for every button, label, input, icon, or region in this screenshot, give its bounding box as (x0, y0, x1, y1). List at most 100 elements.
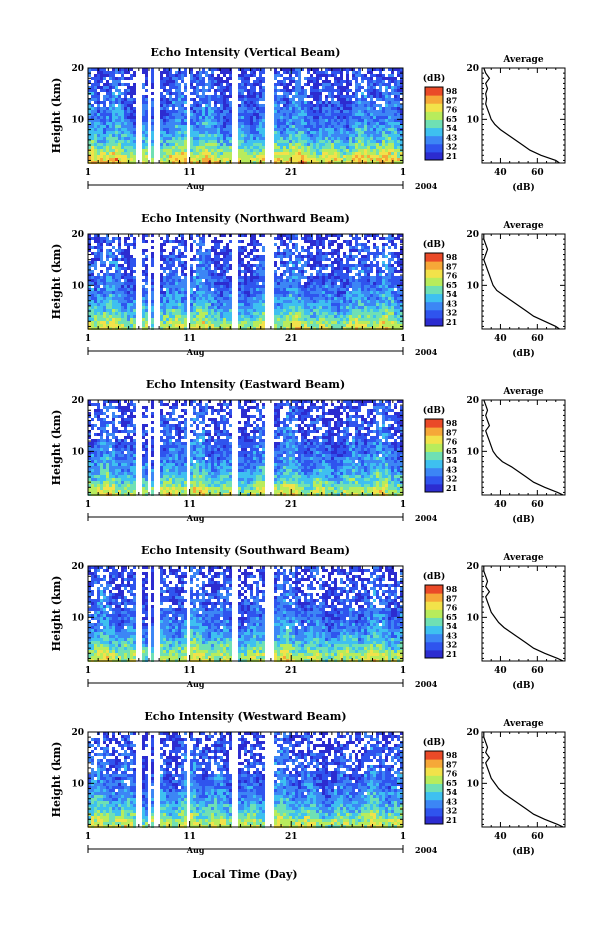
x-tick-label: 21 (285, 334, 298, 344)
colorbar-swatch (425, 293, 443, 303)
colorbar-swatch (425, 317, 443, 327)
colorbar-swatch (425, 775, 443, 784)
plot-frame (87, 233, 404, 330)
colorbar-swatch (425, 633, 443, 643)
colorbar-swatch (425, 261, 443, 270)
y-tick-label: 20 (71, 562, 84, 572)
colorbar-tick-label: 76 (446, 437, 458, 447)
avg-y-tick-label: 20 (466, 230, 479, 240)
y-tick-label: 20 (71, 396, 84, 406)
y-tick-label: 20 (71, 728, 84, 738)
colorbar-tick-label: 43 (446, 298, 458, 308)
avg-x-label: (dB) (512, 680, 534, 691)
avg-x-tick-label: 60 (531, 500, 544, 510)
colorbar-tick-label: 76 (446, 603, 458, 613)
colorbar-swatch (425, 151, 443, 161)
colorbar-swatch (425, 799, 443, 809)
x-tick-label: 11 (183, 334, 196, 344)
colorbar-tick-label: 98 (446, 252, 458, 262)
colorbar-label: (dB) (423, 737, 445, 748)
panel-4: Echo Intensity (Southward Beam)1 11 21 1Aug… (50, 544, 566, 691)
x-tick-label: 1 (85, 334, 91, 344)
x-tick-label: 11 (183, 832, 196, 842)
colorbar-frame (424, 86, 444, 161)
colorbar-swatch (425, 285, 443, 295)
y-tick-label: 20 (71, 230, 84, 240)
heatmap-field (88, 68, 403, 164)
y-tick-label: 10 (71, 613, 84, 623)
avg-y-tick-label: 10 (466, 779, 479, 789)
x-tick-label: 11 (183, 500, 196, 510)
colorbar-swatch (425, 135, 443, 145)
colorbar-tick-label: 32 (446, 142, 457, 152)
colorbar-swatch (425, 459, 443, 469)
x-tick-label: 1 (400, 168, 406, 178)
colorbar-tick-label: 98 (446, 584, 458, 594)
y-axis-label: Height (km) (50, 410, 63, 486)
colorbar-swatch (425, 87, 443, 96)
avg-y-tick-label: 20 (466, 396, 479, 406)
y-tick-label: 10 (71, 447, 84, 457)
y-tick-label: 10 (71, 779, 84, 789)
colorbar-swatch (425, 601, 443, 610)
colorbar-tick-label: 87 (446, 759, 457, 769)
x-tick-label: 1 (400, 500, 406, 510)
colorbar-tick-label: 32 (446, 640, 457, 650)
x-tick-label: 1 (400, 832, 406, 842)
plot-frame (87, 399, 404, 496)
colorbar-swatch (425, 427, 443, 436)
colorbar-tick-label: 54 (446, 787, 458, 797)
colorbar-swatch (425, 467, 443, 477)
colorbar-swatch (425, 119, 443, 129)
colorbar-swatch (425, 435, 443, 444)
colorbar-swatch (425, 807, 443, 817)
colorbar-tick-label: 65 (446, 612, 457, 622)
colorbar-tick-label: 98 (446, 86, 458, 96)
colorbar-tick-label: 32 (446, 474, 457, 484)
x-tick-label: 21 (285, 168, 298, 178)
avg-x-tick-label: 40 (494, 334, 507, 344)
x-tick-label: 1 (400, 334, 406, 344)
colorbar-frame (424, 252, 444, 327)
plot-frame (87, 731, 404, 828)
colorbar-tick-label: 43 (446, 464, 458, 474)
colorbar-tick-label: 54 (446, 621, 458, 631)
x-month-label: Aug (186, 347, 205, 357)
colorbar-tick-label: 76 (446, 271, 458, 281)
colorbar-tick-label: 65 (446, 114, 457, 124)
colorbar-tick-label: 76 (446, 105, 458, 115)
colorbar-swatch (425, 585, 443, 594)
panel-title: Echo Intensity (Northward Beam) (141, 212, 350, 225)
colorbar-tick-label: 65 (446, 778, 457, 788)
y-tick-label: 10 (71, 281, 84, 291)
avg-title: Average (502, 221, 543, 231)
avg-frame (481, 731, 566, 828)
avg-x-label: (dB) (512, 182, 534, 193)
colorbar-swatch (425, 269, 443, 278)
colorbar-frame (424, 750, 444, 825)
avg-y-tick-label: 10 (466, 447, 479, 457)
colorbar-swatch (425, 751, 443, 760)
colorbar-tick-label: 87 (446, 261, 457, 271)
colorbar-swatch (425, 617, 443, 627)
avg-x-tick-label: 40 (494, 666, 507, 676)
avg-y-tick-label: 20 (466, 64, 479, 74)
x-tick-label: 21 (285, 500, 298, 510)
avg-x-tick-label: 60 (531, 832, 544, 842)
avg-profile-line (483, 566, 564, 662)
colorbar-tick-label: 21 (446, 317, 457, 327)
y-axis-label: Height (km) (50, 742, 63, 818)
x-tick-label: 1 (400, 666, 406, 676)
colorbar-swatch (425, 783, 443, 793)
colorbar-swatch (425, 277, 443, 286)
panel-2: Echo Intensity (Northward Beam)1 11 21 1Aug… (50, 212, 566, 359)
colorbar-swatch (425, 95, 443, 104)
plot-frame (87, 67, 404, 164)
colorbar-frame (424, 418, 444, 493)
colorbar-swatch (425, 593, 443, 602)
colorbar-tick-label: 43 (446, 132, 458, 142)
colorbar-swatch (425, 143, 443, 153)
heatmap-field (88, 732, 403, 828)
colorbar-swatch (425, 301, 443, 311)
